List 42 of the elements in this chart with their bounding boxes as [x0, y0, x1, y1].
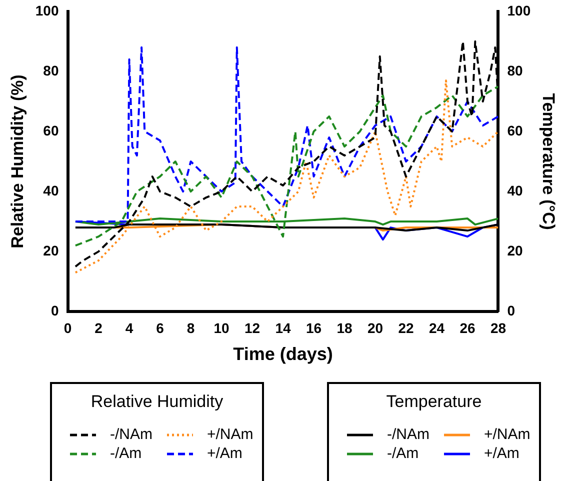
x-tick-label: 22: [398, 320, 414, 336]
legend-label: -/Am: [110, 445, 142, 462]
y2-tick-label: 0: [507, 302, 516, 318]
x-axis-title: Time (days): [233, 344, 333, 364]
x-tick-label: 20: [367, 320, 384, 336]
legend-label: -/Am: [387, 445, 419, 462]
x-tick-label: 24: [428, 320, 445, 336]
text: Temperature: [385, 392, 483, 412]
legend-label: +/Am: [207, 445, 242, 462]
y-tick-label: 0: [50, 302, 59, 318]
x-tick-label: 26: [460, 320, 476, 336]
x-tick-label: 12: [244, 320, 260, 336]
legend-label: -/NAm: [110, 426, 152, 443]
x-tick-label: 8: [186, 320, 195, 336]
x-tick-label: 18: [336, 320, 352, 336]
y2-tick-label: 60: [507, 122, 524, 138]
legend-label: -/NAm: [387, 426, 430, 443]
y-tick-label: 60: [43, 122, 59, 138]
x-tick-label: 14: [275, 320, 291, 336]
legend-label: +/NAm: [484, 426, 530, 443]
x-tick-label: 0: [64, 320, 72, 336]
x-tick-label: 10: [214, 320, 230, 336]
line-series: [74, 79, 498, 274]
x-tick-label: 2: [94, 320, 103, 336]
y-tick-label: 20: [43, 242, 59, 258]
x-tick-label: 16: [306, 320, 322, 336]
y2-axis-title: Temperature (°C): [539, 93, 558, 230]
y-axis-title: Relative Humidity (%): [8, 74, 27, 248]
text: Relative Humidity: [90, 392, 224, 412]
y-tick-label: 80: [43, 62, 59, 78]
y-tick-label: 40: [43, 182, 59, 198]
legend-label: +/Am: [484, 445, 520, 462]
line-series: [74, 85, 498, 247]
y-tick-label: 100: [35, 2, 59, 18]
x-tick-label: 6: [156, 320, 164, 336]
y2-tick-label: 80: [507, 62, 524, 78]
x-tick-label: 4: [125, 320, 134, 336]
y2-tick-label: 20: [507, 242, 524, 258]
y2-tick-label: 40: [507, 182, 524, 198]
legend-label: +/NAm: [207, 426, 254, 443]
y2-tick-label: 100: [507, 2, 531, 18]
x-tick-label: 28: [490, 320, 506, 336]
